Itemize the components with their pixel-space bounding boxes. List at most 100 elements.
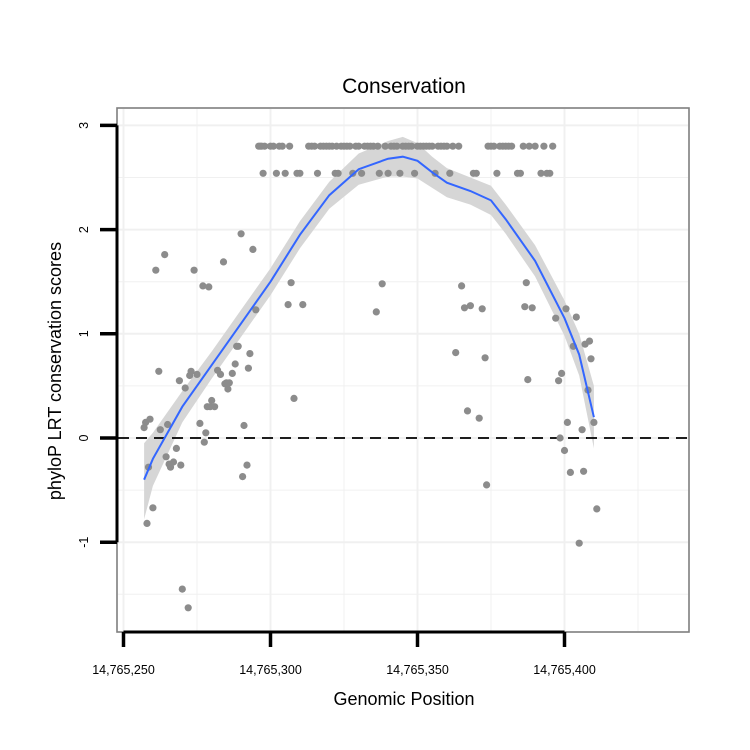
data-point [590, 418, 598, 426]
data-point [200, 438, 208, 446]
data-point [346, 142, 354, 150]
data-point [178, 585, 186, 593]
data-point [481, 354, 489, 362]
data-point [205, 283, 213, 291]
data-point [143, 519, 151, 528]
data-point [181, 384, 189, 392]
data-point [378, 280, 386, 288]
data-point [516, 169, 525, 177]
data-point [483, 481, 491, 489]
data-point [478, 305, 486, 313]
data-point [396, 169, 404, 177]
data-point [458, 282, 466, 290]
data-point [156, 426, 164, 434]
chart-title: Conservation [342, 75, 466, 98]
data-point [286, 142, 294, 150]
data-point [334, 169, 342, 177]
data-point [593, 505, 601, 513]
data-point [224, 385, 232, 393]
y-tick-label: 1 [77, 330, 91, 337]
x-tick-label: 14,765,400 [533, 663, 596, 677]
data-point [246, 350, 254, 358]
x-axis: 14,765,250 14,765,300 14,765,350 14,765,400 [92, 630, 596, 677]
data-point [231, 360, 239, 368]
data-point [196, 419, 204, 427]
data-point [580, 467, 588, 475]
data-point [531, 142, 539, 150]
data-point [149, 504, 157, 512]
smooth-fit-line [143, 155, 595, 481]
data-point [546, 169, 554, 177]
data-point [228, 369, 236, 377]
data-point [239, 473, 247, 481]
data-point [449, 142, 457, 150]
data-point [284, 301, 292, 309]
data-point [355, 142, 363, 150]
data-point [261, 142, 269, 150]
data-point [202, 429, 210, 437]
data-point [528, 304, 536, 312]
data-point [452, 349, 460, 357]
data-point [374, 142, 382, 150]
y-axis: -1 0 1 2 3 [77, 122, 119, 548]
data-point [296, 169, 304, 177]
data-point [281, 169, 289, 177]
y-axis-title: phyloP LRT conservation scores [45, 242, 65, 500]
data-point [177, 461, 185, 469]
data-point [372, 308, 380, 316]
data-point [146, 415, 154, 423]
data-point [475, 414, 483, 422]
data-point [493, 169, 501, 177]
data-point [211, 403, 219, 411]
data-point [244, 364, 252, 372]
data-point [460, 304, 469, 312]
data-point [290, 394, 298, 402]
data-point [199, 282, 207, 290]
data-point [252, 306, 260, 314]
data-point [240, 421, 248, 430]
data-point [243, 461, 251, 469]
data-point [552, 314, 560, 322]
data-point [381, 142, 389, 150]
data-point [572, 313, 580, 321]
y-tick-label: 3 [77, 122, 91, 129]
data-point [549, 142, 557, 150]
data-point [446, 169, 454, 177]
data-point [555, 377, 563, 385]
data-point [219, 258, 228, 266]
data-point [269, 142, 277, 150]
data-point [508, 142, 516, 150]
data-point [216, 370, 225, 378]
data-point [575, 539, 583, 547]
data-point [587, 355, 595, 363]
data-point [455, 142, 463, 150]
confidence-band [144, 136, 594, 520]
data-point [384, 169, 392, 177]
data-point [193, 370, 201, 378]
data-point [408, 142, 416, 150]
data-point [563, 418, 572, 426]
x-axis-title: Genomic Position [333, 689, 474, 709]
data-point [175, 377, 183, 385]
data-point [566, 468, 575, 476]
data-point [152, 266, 160, 274]
data-point [169, 458, 178, 466]
data-point [358, 169, 366, 177]
data-point [313, 169, 322, 177]
data-point [443, 142, 451, 150]
data-point [472, 169, 480, 177]
data-point [162, 453, 170, 461]
x-tick-label: 14,765,300 [239, 663, 302, 677]
data-point [519, 142, 527, 150]
data-point [521, 303, 529, 311]
data-point [522, 279, 530, 287]
data-point [578, 426, 586, 434]
data-point [585, 337, 594, 345]
data-point [311, 142, 319, 150]
data-point [490, 142, 498, 150]
data-point [278, 142, 286, 150]
data-point [272, 169, 280, 177]
data-point [428, 142, 436, 150]
data-point [259, 169, 267, 177]
